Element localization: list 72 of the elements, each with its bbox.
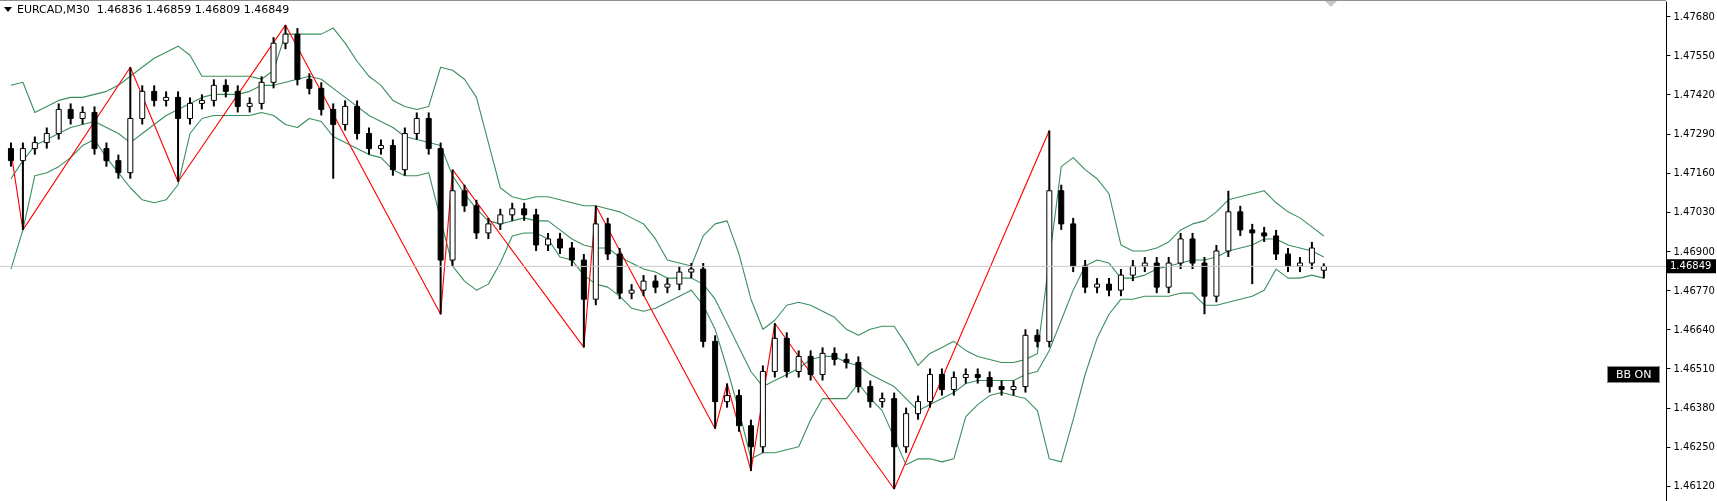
candlestick bbox=[115, 153, 122, 180]
chart-title: EURCAD,M30 1.46836 1.46859 1.46809 1.46849 bbox=[17, 3, 290, 16]
candlestick bbox=[234, 84, 241, 114]
y-tick-label: 1.46770 bbox=[1673, 284, 1715, 296]
candlestick bbox=[318, 81, 325, 117]
candlestick bbox=[1129, 259, 1136, 283]
candlestick bbox=[1237, 204, 1244, 237]
candlestick bbox=[986, 370, 993, 394]
candlestick bbox=[342, 99, 349, 132]
y-tick-label: 1.47290 bbox=[1673, 128, 1715, 140]
candlestick bbox=[43, 126, 50, 150]
y-tick-label: 1.47030 bbox=[1673, 206, 1715, 218]
candlestick bbox=[1117, 268, 1124, 298]
text: BB ON bbox=[1607, 366, 1661, 383]
candlestick bbox=[413, 111, 420, 141]
candlestick bbox=[521, 201, 528, 222]
candlestick bbox=[175, 90, 182, 183]
candlestick bbox=[330, 102, 337, 180]
candlestick bbox=[79, 105, 86, 126]
candlestick bbox=[7, 141, 14, 168]
candlestick bbox=[31, 135, 38, 156]
candlestick bbox=[950, 370, 957, 397]
candlestick bbox=[867, 379, 874, 409]
candlestick bbox=[282, 24, 289, 51]
candlestick bbox=[186, 96, 193, 126]
candlestick bbox=[1034, 328, 1041, 349]
candlestick bbox=[1082, 259, 1089, 295]
candlestick bbox=[652, 274, 659, 295]
candlestick bbox=[461, 183, 468, 213]
line-series bbox=[10, 27, 1325, 367]
candlestick bbox=[509, 201, 516, 222]
y-tick-label: 1.46250 bbox=[1673, 441, 1715, 453]
candlestick bbox=[497, 207, 504, 231]
candlestick bbox=[151, 84, 158, 108]
y-tick-label: 1.47420 bbox=[1673, 88, 1715, 100]
candlestick bbox=[258, 75, 265, 111]
candlestick bbox=[1249, 222, 1256, 286]
line-series bbox=[10, 111, 1325, 466]
candlestick bbox=[747, 418, 754, 472]
candlestick bbox=[676, 265, 683, 292]
candlestick bbox=[819, 346, 826, 382]
candlestick bbox=[568, 240, 575, 268]
candlestick bbox=[306, 72, 313, 96]
y-tick-label: 1.47680 bbox=[1673, 10, 1715, 22]
candlestick bbox=[938, 367, 945, 397]
candlestick bbox=[1285, 246, 1292, 274]
y-tick-label: 1.46380 bbox=[1673, 402, 1715, 414]
y-tick-label: 1.47160 bbox=[1673, 167, 1715, 179]
candlestick bbox=[556, 231, 563, 256]
y-tick-label: 1.46120 bbox=[1673, 480, 1715, 492]
y-tick-label: 1.47550 bbox=[1673, 49, 1715, 61]
y-tick-label: 1.46510 bbox=[1673, 362, 1715, 374]
candlestick bbox=[640, 274, 647, 298]
ref-line-label: 1.46849 bbox=[1670, 260, 1712, 272]
candlestick bbox=[1273, 228, 1280, 262]
candlestick bbox=[19, 141, 26, 231]
candlestick bbox=[1308, 240, 1315, 271]
candlestick bbox=[545, 231, 552, 252]
candlestick bbox=[795, 349, 802, 379]
candlestick bbox=[222, 78, 229, 99]
candlestick bbox=[485, 216, 492, 240]
candlestick bbox=[1106, 277, 1112, 298]
candlestick bbox=[807, 349, 814, 382]
candlestick bbox=[366, 126, 373, 156]
candlestick bbox=[67, 102, 74, 126]
candlestick bbox=[831, 346, 838, 367]
candlestick bbox=[103, 141, 110, 168]
candlestick bbox=[724, 382, 731, 409]
candlestick bbox=[915, 394, 922, 421]
y-tick-label: 1.46900 bbox=[1673, 245, 1715, 257]
y-tick-label: 1.46640 bbox=[1673, 323, 1715, 335]
candlestick bbox=[210, 78, 217, 108]
